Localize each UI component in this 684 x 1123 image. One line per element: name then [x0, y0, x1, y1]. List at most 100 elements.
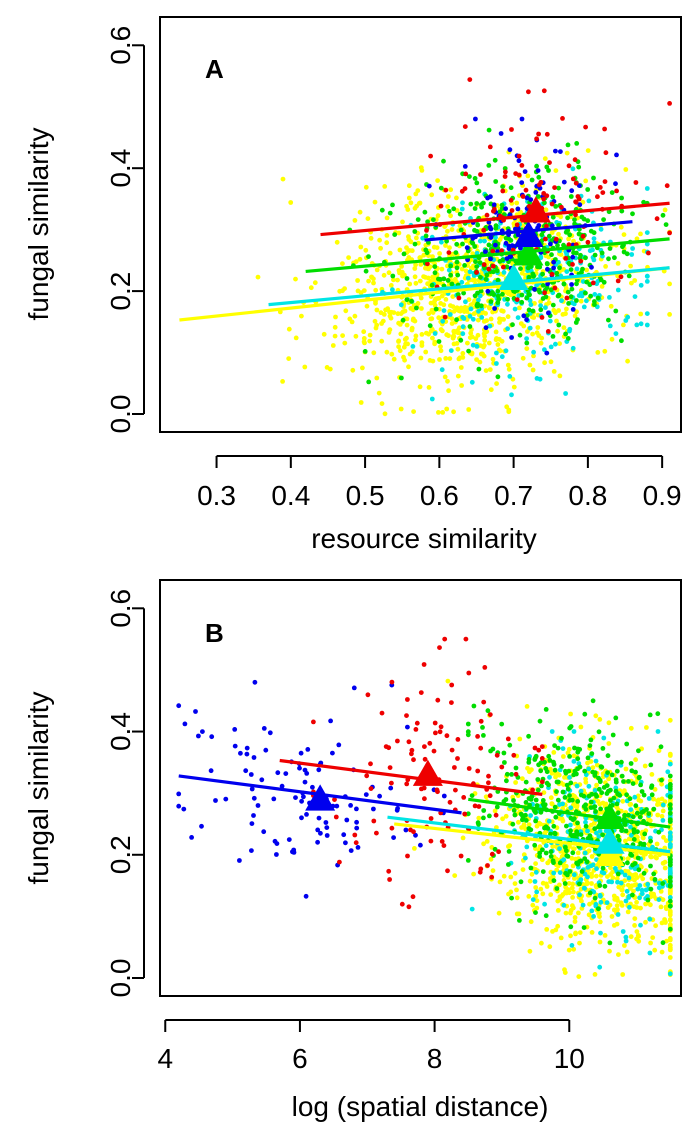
data-point — [552, 743, 557, 748]
data-point — [549, 201, 555, 207]
data-point — [615, 912, 621, 917]
data-point — [500, 291, 505, 297]
data-point — [418, 165, 424, 171]
data-point — [588, 293, 593, 299]
data-point — [213, 798, 218, 803]
data-point — [487, 793, 493, 799]
data-point — [621, 779, 626, 784]
data-point — [527, 948, 533, 954]
panel-a-x-axis-title: resource similarity — [311, 523, 537, 554]
data-point — [576, 974, 582, 979]
data-point — [616, 952, 621, 957]
data-point — [543, 305, 548, 310]
data-point — [667, 817, 673, 822]
data-point — [644, 725, 649, 730]
data-point — [352, 313, 358, 319]
data-point — [573, 803, 578, 809]
data-point — [379, 338, 385, 344]
data-point — [530, 787, 535, 793]
data-point — [379, 321, 384, 326]
data-point — [488, 387, 494, 393]
data-point — [445, 378, 450, 384]
data-point — [589, 874, 595, 879]
data-point — [462, 811, 468, 817]
data-point — [315, 827, 321, 833]
data-point — [411, 316, 416, 322]
data-point — [583, 823, 589, 829]
data-point — [558, 214, 564, 220]
data-point — [534, 136, 539, 142]
y-tick-label: 0.2 — [105, 272, 136, 311]
data-point — [337, 859, 342, 865]
data-point — [490, 868, 496, 873]
data-point — [631, 837, 637, 842]
data-point — [466, 407, 472, 412]
data-point — [597, 964, 603, 970]
data-point — [404, 781, 410, 787]
data-point — [526, 756, 532, 762]
panel-a-letter: A — [205, 54, 224, 84]
data-point — [553, 814, 559, 820]
data-point — [636, 748, 641, 754]
data-point — [495, 293, 501, 299]
data-point — [523, 800, 529, 805]
data-point — [280, 176, 286, 182]
data-point — [461, 795, 467, 800]
data-point — [569, 943, 575, 948]
data-point — [504, 264, 510, 270]
data-point — [577, 892, 582, 898]
data-point — [531, 273, 536, 279]
data-point — [573, 320, 579, 325]
data-point — [593, 792, 599, 797]
data-point — [629, 883, 635, 889]
data-point — [466, 670, 472, 676]
data-point — [299, 798, 304, 804]
data-point — [645, 894, 650, 899]
data-point — [534, 898, 540, 904]
data-point — [563, 256, 569, 261]
data-point — [634, 322, 640, 328]
data-point — [283, 771, 289, 776]
data-point — [474, 270, 479, 275]
data-point — [556, 322, 562, 328]
data-point — [439, 293, 445, 299]
data-point — [584, 267, 589, 273]
data-point — [595, 295, 601, 301]
data-point — [567, 725, 573, 731]
data-point — [522, 169, 528, 175]
data-point — [551, 870, 557, 876]
data-point — [484, 272, 490, 278]
data-point — [444, 238, 449, 244]
data-point — [575, 756, 581, 762]
data-point — [662, 859, 668, 865]
data-point — [462, 263, 467, 268]
data-point — [625, 909, 631, 915]
data-point — [455, 373, 461, 379]
data-point — [639, 891, 645, 897]
data-point — [569, 282, 574, 287]
data-point — [540, 283, 546, 288]
data-point — [404, 245, 409, 251]
data-point — [408, 200, 414, 206]
data-point — [448, 213, 453, 219]
data-point — [293, 795, 298, 800]
data-point — [454, 259, 460, 265]
data-point — [619, 887, 625, 893]
data-point — [503, 169, 508, 175]
data-point — [588, 228, 594, 234]
data-point — [540, 880, 546, 886]
data-point — [667, 802, 673, 808]
data-point — [267, 730, 273, 736]
data-point — [628, 824, 633, 830]
data-point — [536, 174, 542, 180]
data-point — [471, 300, 476, 306]
data-point — [530, 902, 536, 908]
data-point — [475, 317, 481, 323]
data-point — [576, 196, 582, 202]
data-point — [654, 855, 659, 861]
data-point — [659, 777, 664, 783]
data-point — [629, 280, 634, 286]
data-point — [426, 311, 432, 317]
data-point — [238, 750, 243, 756]
data-point — [251, 755, 257, 760]
